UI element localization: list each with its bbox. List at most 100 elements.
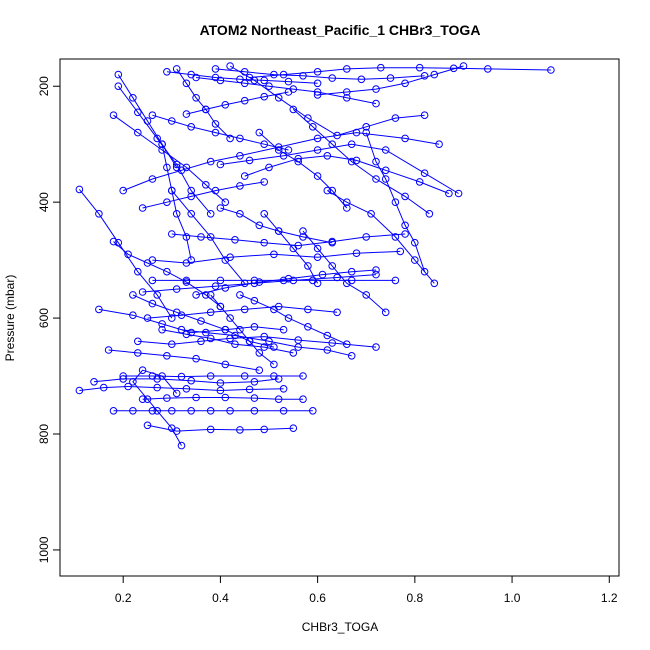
data-point <box>124 382 132 391</box>
data-point <box>260 76 269 85</box>
series-39 <box>362 128 429 276</box>
series-line <box>117 74 178 168</box>
series-line <box>98 308 284 334</box>
series-21 <box>168 186 249 288</box>
data-point <box>245 337 254 346</box>
data-point <box>274 227 283 235</box>
series-line <box>142 397 303 400</box>
series-11 <box>177 325 356 360</box>
data-point <box>177 325 186 334</box>
series-line <box>244 155 450 194</box>
data-point <box>163 198 171 206</box>
series-23 <box>216 204 337 247</box>
data-point <box>172 163 181 172</box>
data-point <box>318 270 327 279</box>
series-37 <box>255 128 351 212</box>
data-point <box>250 76 259 85</box>
data-point <box>357 75 366 84</box>
data-point <box>352 156 361 165</box>
data-point <box>425 210 434 218</box>
data-point <box>420 267 429 276</box>
data-point <box>391 276 400 285</box>
data-point <box>129 291 137 299</box>
data-point <box>109 111 118 119</box>
data-point <box>114 70 123 79</box>
data-point <box>313 134 322 143</box>
data-point <box>138 366 147 375</box>
data-point <box>270 250 278 259</box>
data-point <box>265 163 273 172</box>
x-tick-label: 1.2 <box>601 591 618 605</box>
series-4 <box>138 393 307 404</box>
data-point <box>221 393 230 402</box>
x-tick-label: 0.8 <box>406 591 423 605</box>
series-19 <box>109 237 225 311</box>
series-line <box>249 67 551 78</box>
data-point <box>206 425 215 434</box>
data-point <box>255 278 264 286</box>
data-point <box>313 79 322 88</box>
series-line <box>181 329 352 357</box>
data-point <box>289 85 298 93</box>
data-point <box>304 114 312 122</box>
data-point <box>158 320 166 328</box>
data-point <box>182 233 191 241</box>
data-point <box>129 94 137 102</box>
data-point <box>274 94 283 102</box>
data-point <box>362 291 371 299</box>
data-point <box>236 134 244 143</box>
data-point <box>104 346 113 354</box>
data-point <box>299 395 307 404</box>
data-point <box>134 267 142 276</box>
data-point <box>202 328 210 337</box>
data-point <box>172 65 181 73</box>
data-point <box>377 63 385 72</box>
y-tick-label: 400 <box>37 192 51 212</box>
data-point <box>182 163 191 172</box>
data-point <box>260 332 269 341</box>
data-point <box>187 210 195 218</box>
data-point <box>202 291 210 299</box>
data-point <box>484 65 492 73</box>
series-line <box>161 144 192 261</box>
series-27 <box>109 111 230 206</box>
data-point <box>114 238 123 247</box>
data-point <box>250 323 259 331</box>
series-42 <box>260 210 322 288</box>
data-point <box>401 221 409 230</box>
data-point <box>236 152 244 160</box>
data-point <box>226 62 234 70</box>
data-point <box>313 88 322 96</box>
data-point <box>240 96 249 105</box>
data-point <box>328 140 337 148</box>
data-point <box>362 128 371 137</box>
data-point <box>221 101 230 109</box>
data-point <box>187 328 195 337</box>
series-13 <box>143 302 341 322</box>
data-point <box>284 77 293 86</box>
series-line <box>258 132 348 209</box>
series-line <box>263 213 319 284</box>
chart-title: ATOM2 Northeast_Pacific_1 CHBr3_TOGA <box>200 22 481 38</box>
data-point <box>211 128 220 137</box>
data-point <box>187 123 195 131</box>
x-tick-label: 0.2 <box>115 591 132 605</box>
data-point <box>197 337 205 346</box>
data-point <box>279 276 288 285</box>
data-point <box>284 314 293 322</box>
data-point <box>333 131 341 140</box>
data-point <box>168 314 176 322</box>
series-line <box>239 294 348 345</box>
data-point <box>279 325 288 334</box>
data-point <box>192 393 200 402</box>
data-point <box>362 123 371 131</box>
data-point <box>343 198 351 206</box>
data-point <box>347 352 356 360</box>
data-point <box>250 407 259 415</box>
data-point <box>299 372 307 380</box>
series-36 <box>226 62 429 140</box>
data-point <box>134 349 142 357</box>
data-point <box>206 407 215 415</box>
data-point <box>119 375 127 383</box>
